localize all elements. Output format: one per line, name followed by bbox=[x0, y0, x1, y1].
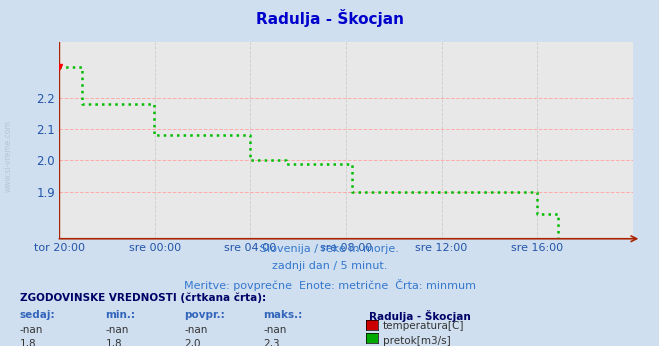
Text: Radulja - Škocjan: Radulja - Škocjan bbox=[369, 310, 471, 322]
Text: 1,8: 1,8 bbox=[20, 339, 36, 346]
Text: Radulja - Škocjan: Radulja - Škocjan bbox=[256, 9, 403, 27]
Text: 1,8: 1,8 bbox=[105, 339, 122, 346]
Text: Meritve: povprečne  Enote: metrične  Črta: minmum: Meritve: povprečne Enote: metrične Črta:… bbox=[183, 279, 476, 291]
Text: povpr.:: povpr.: bbox=[185, 310, 225, 320]
Text: sedaj:: sedaj: bbox=[20, 310, 55, 320]
Text: 2,3: 2,3 bbox=[264, 339, 280, 346]
Text: min.:: min.: bbox=[105, 310, 136, 320]
Text: maks.:: maks.: bbox=[264, 310, 303, 320]
Text: -nan: -nan bbox=[264, 325, 287, 335]
Text: -nan: -nan bbox=[20, 325, 43, 335]
Text: zadnji dan / 5 minut.: zadnji dan / 5 minut. bbox=[272, 261, 387, 271]
Text: -nan: -nan bbox=[185, 325, 208, 335]
Text: temperatura[C]: temperatura[C] bbox=[383, 321, 465, 331]
Text: ZGODOVINSKE VREDNOSTI (črtkana črta):: ZGODOVINSKE VREDNOSTI (črtkana črta): bbox=[20, 292, 266, 303]
Text: -nan: -nan bbox=[105, 325, 129, 335]
Text: pretok[m3/s]: pretok[m3/s] bbox=[383, 336, 451, 346]
Text: 2,0: 2,0 bbox=[185, 339, 201, 346]
Text: www.si-vreme.com: www.si-vreme.com bbox=[3, 120, 13, 192]
Text: Slovenija / reke in morje.: Slovenija / reke in morje. bbox=[260, 244, 399, 254]
